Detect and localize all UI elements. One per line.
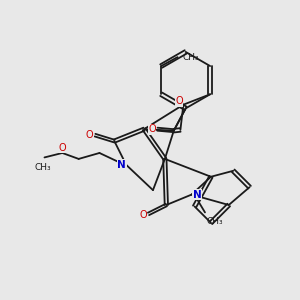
Text: CH₃: CH₃ (206, 217, 223, 226)
Text: N: N (193, 190, 201, 200)
Text: O: O (86, 130, 94, 140)
Text: O: O (175, 96, 183, 106)
Text: O: O (148, 124, 156, 134)
Text: CH₃: CH₃ (182, 52, 199, 62)
Text: N: N (117, 160, 126, 170)
Text: O: O (58, 142, 66, 153)
Text: O: O (140, 210, 147, 220)
Text: CH₃: CH₃ (35, 163, 51, 172)
